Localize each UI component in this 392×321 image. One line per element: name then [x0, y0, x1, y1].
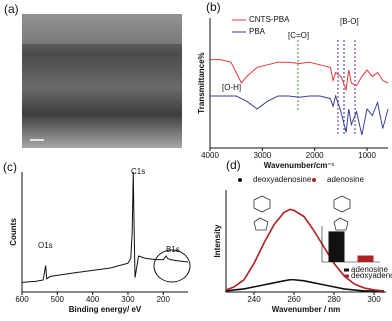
- annotation: [O-H]: [222, 83, 241, 92]
- panel-label: (d): [226, 158, 241, 172]
- x-axis-label: Binding energy/ eV: [69, 305, 142, 314]
- panel-label: (c): [3, 160, 17, 174]
- series-line: [210, 59, 389, 92]
- annotation: [C=O]: [288, 31, 309, 40]
- panel-label: (a): [4, 2, 19, 16]
- legend-swatch: [238, 178, 242, 182]
- series-line: [21, 171, 189, 283]
- y-axis-label: Counts: [9, 218, 18, 246]
- molecule: [253, 195, 351, 231]
- annotation: O1s: [38, 241, 53, 250]
- x-tick-label: 200: [157, 295, 171, 304]
- y-axis-label: Intensity: [213, 224, 222, 257]
- series-line: [210, 94, 389, 136]
- legend-swatch: [312, 178, 316, 182]
- inset-legend-label: deoxyadenosine: [351, 271, 392, 280]
- x-tick-label: 260: [287, 295, 301, 304]
- legend-label: CNTS-PBA: [249, 15, 290, 24]
- axis: [225, 190, 386, 293]
- series-line: [225, 208, 385, 292]
- tem-band: [22, 14, 182, 44]
- legend-label: adenosine: [327, 175, 364, 184]
- annotation: C1s: [131, 167, 145, 176]
- panel-label: (b): [206, 0, 221, 14]
- highlight-circle: [153, 249, 191, 283]
- x-tick-label: 500: [51, 295, 65, 304]
- inset-bar: [357, 255, 374, 262]
- x-tick-label: 300: [121, 295, 135, 304]
- y-axis-label: Transmittance%: [197, 52, 206, 113]
- legend-label: PBA: [249, 27, 266, 36]
- x-tick-label: 240: [247, 295, 261, 304]
- axis: [21, 172, 188, 293]
- x-tick-label: 3000: [253, 151, 271, 160]
- x-tick-label: 300: [367, 295, 381, 304]
- x-tick-label: 4000: [201, 151, 219, 160]
- annotation: [B-O]: [340, 17, 359, 26]
- inset-bar: [328, 231, 345, 262]
- legend-label: deoxyadenosine: [253, 175, 312, 184]
- annotation: B1s: [166, 245, 180, 254]
- inset-legend-label: adenosine: [351, 265, 388, 274]
- x-axis-label: Wavenumber/cm⁻¹: [264, 161, 335, 170]
- series-line: [225, 278, 385, 293]
- x-tick-label: 2000: [306, 151, 324, 160]
- x-tick-label: 1000: [358, 151, 376, 160]
- x-tick-label: 280: [327, 295, 341, 304]
- x-tick-label: 400: [86, 295, 100, 304]
- inset-legend-swatch: [344, 274, 349, 278]
- x-tick-label: 600: [15, 295, 29, 304]
- inset-legend-swatch: [344, 268, 349, 272]
- x-axis-label: Wavenumber / nm: [272, 305, 341, 314]
